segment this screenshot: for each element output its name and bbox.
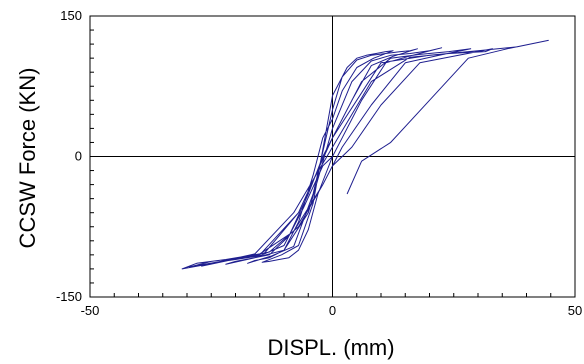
x-tick-label: 0: [329, 303, 336, 318]
y-tick-label: -150: [56, 289, 82, 304]
series-layer: [181, 39, 549, 270]
y-axis-title: CCSW Force (KN): [15, 68, 40, 249]
x-tick-label: -50: [81, 303, 100, 318]
x-axis-title: DISPL. (mm): [267, 335, 394, 360]
tick-labels: -50 0 50 -150 0 150: [56, 8, 582, 318]
x-tick-label: 50: [568, 303, 582, 318]
hysteresis-series-line: [181, 39, 549, 270]
axis-ticks: [89, 15, 576, 298]
y-tick-label: 0: [75, 149, 82, 164]
y-tick-label: 150: [60, 8, 82, 23]
